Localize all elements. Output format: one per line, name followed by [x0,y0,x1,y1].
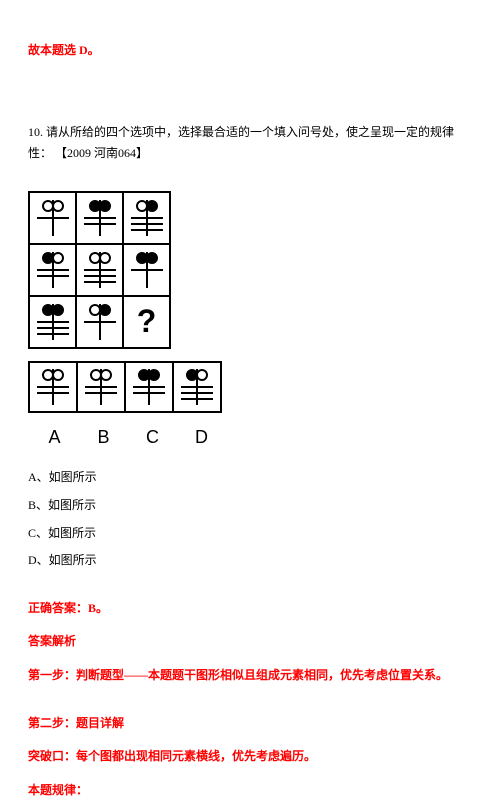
option-labels: A B C D [30,421,472,453]
glyph-icon [80,248,120,292]
question-mark-icon: ? [137,293,157,351]
grid-cell [30,295,75,347]
option-cell [30,363,76,411]
previous-answer-line: 故本题选 D。 [28,40,472,62]
grid-cell [30,243,75,295]
answer-list: A、如图所示 B、如图所示 C、如图所示 D、如图所示 [28,467,472,571]
choice-d: D、如图所示 [28,550,472,572]
options-row [28,361,222,413]
choice-b: B、如图所示 [28,495,472,517]
analysis-title: 答案解析 [28,631,472,653]
glyph-icon [129,365,169,409]
glyph-icon [177,365,217,409]
glyph-icon [127,196,167,240]
option-cell [172,363,220,411]
glyph-icon [80,196,120,240]
step2-body: 突破口：每个图都出现相同元素横线，优先考虑遍历。 [28,746,472,768]
option-cell [124,363,172,411]
step1: 第一步：判断题型——本题题干图形相似且组成元素相同，优先考虑位置关系。 [28,665,472,687]
rule-line: 本题规律： [28,780,472,801]
option-label-a: A [30,421,79,453]
grid-cell [30,193,75,243]
glyph-icon [127,248,167,292]
choice-b-text: 如图所示 [48,498,96,512]
option-label-d: D [177,421,226,453]
grid-cell [75,295,122,347]
glyph-icon [81,365,121,409]
figure: ? A B C D [28,191,472,454]
step2-title: 第二步：题目详解 [28,713,472,735]
glyph-icon [80,300,120,344]
grid-cell [122,243,169,295]
choice-a-text: 如图所示 [49,470,97,484]
glyph-icon [33,365,73,409]
pattern-grid: ? [28,191,171,349]
option-label-c: C [128,421,177,453]
choice-a: A、如图所示 [28,467,472,489]
glyph-icon [33,196,73,240]
option-label-b: B [79,421,128,453]
option-cell [76,363,124,411]
correct-answer: 正确答案：B。 [28,598,472,620]
choice-d-text: 如图所示 [49,553,97,567]
question-line: 10. 请从所给的四个选项中，选择最合适的一个填入问号处，使之呈现一定的规律性：… [28,122,472,165]
question-tag: 【2009 河南064】 [55,146,148,160]
grid-cell: ? [122,295,169,347]
glyph-icon [33,300,73,344]
choice-c-text: 如图所示 [48,526,96,540]
question-number: 10. [28,125,43,139]
grid-cell [75,243,122,295]
grid-cell [122,193,169,243]
glyph-icon [33,248,73,292]
grid-cell [75,193,122,243]
choice-c: C、如图所示 [28,523,472,545]
